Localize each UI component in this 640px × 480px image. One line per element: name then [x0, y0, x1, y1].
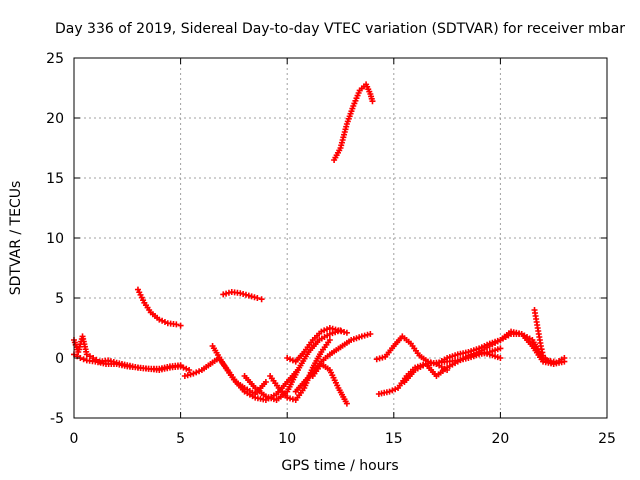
data-point-interp: [361, 332, 368, 339]
x-tick-label: 10: [278, 431, 296, 447]
y-tick-label: 5: [55, 291, 64, 307]
data-series-arc-late-d: [476, 328, 568, 367]
data-series-arc-plateau: [220, 289, 265, 303]
data-series-arc-mid-g: [292, 331, 374, 395]
data-series-arc-high-peak: [331, 81, 376, 163]
data-point-interp: [242, 291, 249, 298]
data-point: [177, 322, 184, 329]
data-point: [258, 296, 265, 303]
data-point-interp: [193, 369, 200, 376]
data-point: [367, 331, 374, 337]
x-tick-label: 25: [598, 431, 616, 447]
grid-lines: [74, 58, 607, 418]
data-point: [83, 351, 90, 358]
data-point: [550, 358, 557, 365]
data-point: [262, 379, 269, 385]
data-series-arc-late-spike: [531, 307, 557, 365]
data-point: [254, 295, 261, 301]
data-series-arc-mid-e: [284, 325, 350, 365]
y-axis-label: SDTVAR / TECUs: [8, 181, 24, 296]
data-point: [335, 327, 342, 334]
data-points: [71, 81, 568, 407]
data-point: [343, 329, 350, 336]
x-tick-label: 0: [70, 431, 79, 447]
x-tick-label: 20: [491, 431, 509, 447]
data-point-interp: [223, 290, 230, 297]
data-point-interp: [321, 327, 328, 334]
plot-frame: [73, 57, 608, 419]
data-point: [343, 400, 350, 407]
x-tick-label: 15: [385, 431, 403, 447]
data-point: [186, 367, 193, 373]
data-point: [173, 321, 180, 328]
x-tick-label: 5: [176, 431, 185, 447]
chart-title: Day 336 of 2019, Sidereal Day-to-day VTE…: [55, 21, 625, 37]
data-point: [156, 316, 163, 323]
data-point-interp: [184, 372, 191, 379]
data-point-interp: [287, 395, 294, 402]
data-point: [177, 362, 184, 369]
y-tick-label: -5: [50, 411, 64, 427]
data-point-interp: [287, 356, 294, 363]
y-tick-label: 10: [46, 231, 64, 247]
x-axis-label: GPS time / hours: [281, 458, 398, 474]
data-point-interp: [389, 387, 396, 394]
data-series-arc-start-lower: [71, 351, 184, 372]
data-series-arc-early-decay: [134, 286, 184, 329]
y-tick-label: 0: [55, 351, 64, 367]
y-tick-label: 25: [46, 51, 64, 67]
data-point-interp: [248, 293, 255, 300]
data-point: [561, 355, 568, 361]
y-tick-label: 15: [46, 171, 64, 187]
data-point-interp: [329, 325, 336, 332]
y-tick-label: 20: [46, 111, 64, 127]
data-point-interp: [379, 354, 386, 361]
data-point: [369, 98, 376, 105]
data-point: [497, 345, 504, 352]
data-point-interp: [80, 356, 87, 363]
data-point: [497, 355, 504, 361]
data-point: [373, 356, 380, 363]
data-point: [326, 337, 333, 343]
